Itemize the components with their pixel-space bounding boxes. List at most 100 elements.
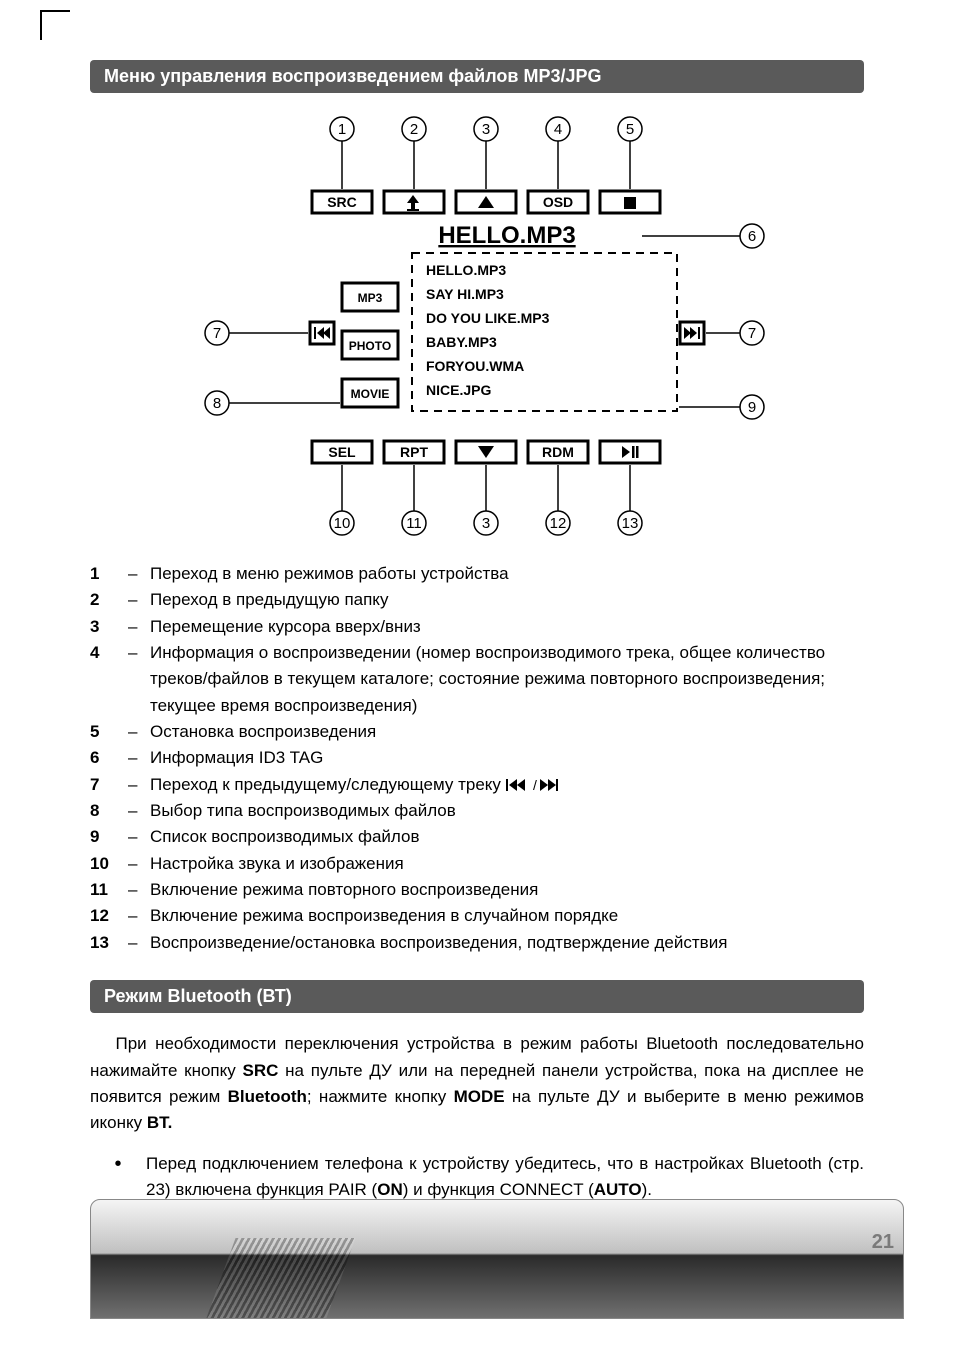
legend-dash: –: [128, 719, 150, 745]
legend-text: Включение режима повторного воспроизведе…: [150, 877, 864, 903]
footer-photo: [0, 1199, 954, 1349]
svg-text:PHOTO: PHOTO: [349, 339, 391, 353]
svg-text:NICE.JPG: NICE.JPG: [426, 382, 491, 398]
label-mode: MODE: [454, 1087, 505, 1106]
legend-dash: –: [128, 930, 150, 956]
legend-text: Воспроизведение/остановка воспроизведени…: [150, 930, 864, 956]
label-bluetooth: Bluetooth: [228, 1087, 307, 1106]
legend-number: 2: [90, 587, 128, 613]
legend-text: Информация ID3 TAG: [150, 745, 864, 771]
svg-text:1: 1: [338, 121, 346, 138]
bullet-icon: •: [90, 1151, 146, 1204]
svg-text:OSD: OSD: [543, 194, 573, 210]
svg-text:SAY HI.MP3: SAY HI.MP3: [426, 286, 504, 302]
text: ).: [642, 1180, 652, 1199]
legend-dash: –: [128, 614, 150, 640]
legend-row: 5–Остановка воспроизведения: [90, 719, 864, 745]
svg-text:FORYOU.WMA: FORYOU.WMA: [426, 358, 524, 374]
svg-text:11: 11: [406, 515, 422, 532]
svg-text:8: 8: [213, 395, 221, 412]
legend-number: 4: [90, 640, 128, 719]
legend-number: 1: [90, 561, 128, 587]
prev-next-icon: /: [506, 778, 560, 792]
bluetooth-bullet: • Перед подключением телефона к устройст…: [90, 1151, 864, 1204]
legend-dash: –: [128, 851, 150, 877]
crop-mark: [40, 10, 70, 40]
svg-text:3: 3: [482, 121, 490, 138]
legend-number: 3: [90, 614, 128, 640]
bluetooth-paragraph: При необходимости переключения устройств…: [90, 1031, 864, 1136]
legend-row: 2–Переход в предыдущую папку: [90, 587, 864, 613]
svg-text:2: 2: [410, 121, 418, 138]
playback-menu-diagram: 12345SRCOSDHELLO.MP3HELLO.MP3SAY HI.MP3D…: [157, 111, 797, 541]
legend-list: 1–Переход в меню режимов работы устройст…: [90, 561, 864, 956]
svg-text:SRC: SRC: [327, 194, 357, 210]
legend-dash: –: [128, 877, 150, 903]
legend-dash: –: [128, 587, 150, 613]
page-number: 21: [872, 1231, 894, 1254]
label-bt: BT.: [147, 1113, 173, 1132]
legend-row: 6–Информация ID3 TAG: [90, 745, 864, 771]
svg-text:/: /: [533, 778, 537, 792]
legend-text: Переход в меню режимов работы устройства: [150, 561, 864, 587]
diagram: 12345SRCOSDHELLO.MP3HELLO.MP3SAY HI.MP3D…: [90, 111, 864, 541]
label-on: ON: [377, 1180, 403, 1199]
bullet-text: Перед подключением телефона к устройству…: [146, 1151, 864, 1204]
legend-dash: –: [128, 798, 150, 824]
legend-row: 12–Включение режима воспроизведения в сл…: [90, 903, 864, 929]
svg-text:MOVIE: MOVIE: [351, 387, 390, 401]
legend-number: 7: [90, 772, 128, 798]
legend-row: 1–Переход в меню режимов работы устройст…: [90, 561, 864, 587]
legend-dash: –: [128, 561, 150, 587]
svg-text:7: 7: [748, 325, 756, 342]
legend-row: 3–Перемещение курсора вверх/вниз: [90, 614, 864, 640]
legend-dash: –: [128, 640, 150, 719]
legend-row: 8–Выбор типа воспроизводимых файлов: [90, 798, 864, 824]
legend-text: Включение режима воспроизведения в случа…: [150, 903, 864, 929]
section-title-mp3: Меню управления воспроизведением файлов …: [90, 60, 864, 93]
legend-dash: –: [128, 772, 150, 798]
svg-text:13: 13: [622, 515, 639, 532]
text: ; нажмите кнопку: [307, 1087, 454, 1106]
legend-number: 10: [90, 851, 128, 877]
legend-text: Информация о воспроизведении (номер восп…: [150, 640, 864, 719]
legend-row: 9–Список воспроизводимых файлов: [90, 824, 864, 850]
legend-number: 5: [90, 719, 128, 745]
svg-text:SEL: SEL: [328, 444, 356, 460]
legend-number: 11: [90, 877, 128, 903]
legend-text: Выбор типа воспроизводимых файлов: [150, 798, 864, 824]
legend-number: 6: [90, 745, 128, 771]
legend-dash: –: [128, 745, 150, 771]
label-auto: AUTO: [594, 1180, 642, 1199]
svg-text:DO YOU LIKE.MP3: DO YOU LIKE.MP3: [426, 310, 550, 326]
legend-row: 7–Переход к предыдущему/следующему треку…: [90, 772, 864, 798]
svg-text:RDM: RDM: [542, 444, 574, 460]
legend-text: Список воспроизводимых файлов: [150, 824, 864, 850]
svg-text:12: 12: [550, 515, 567, 532]
svg-text:9: 9: [748, 399, 756, 416]
svg-text:4: 4: [554, 121, 562, 138]
legend-number: 12: [90, 903, 128, 929]
svg-text:6: 6: [748, 228, 756, 245]
legend-text: Перемещение курсора вверх/вниз: [150, 614, 864, 640]
svg-text:RPT: RPT: [400, 444, 428, 460]
legend-text: Настройка звука и изображения: [150, 851, 864, 877]
legend-number: 13: [90, 930, 128, 956]
legend-text: Остановка воспроизведения: [150, 719, 864, 745]
legend-text: Переход в предыдущую папку: [150, 587, 864, 613]
svg-text:HELLO.MP3: HELLO.MP3: [426, 262, 506, 278]
label-src: SRC: [243, 1061, 279, 1080]
legend-number: 9: [90, 824, 128, 850]
svg-text:3: 3: [482, 515, 490, 532]
legend-dash: –: [128, 903, 150, 929]
legend-row: 11–Включение режима повторного воспроизв…: [90, 877, 864, 903]
svg-text:7: 7: [213, 325, 221, 342]
svg-text:HELLO.MP3: HELLO.MP3: [438, 222, 575, 249]
svg-text:5: 5: [626, 121, 634, 138]
text: ) и функция CONNECT (: [403, 1180, 594, 1199]
legend-row: 4–Информация о воспроизведении (номер во…: [90, 640, 864, 719]
legend-dash: –: [128, 824, 150, 850]
legend-row: 10–Настройка звука и изображения: [90, 851, 864, 877]
svg-text:10: 10: [334, 515, 351, 532]
svg-text:BABY.MP3: BABY.MP3: [426, 334, 497, 350]
